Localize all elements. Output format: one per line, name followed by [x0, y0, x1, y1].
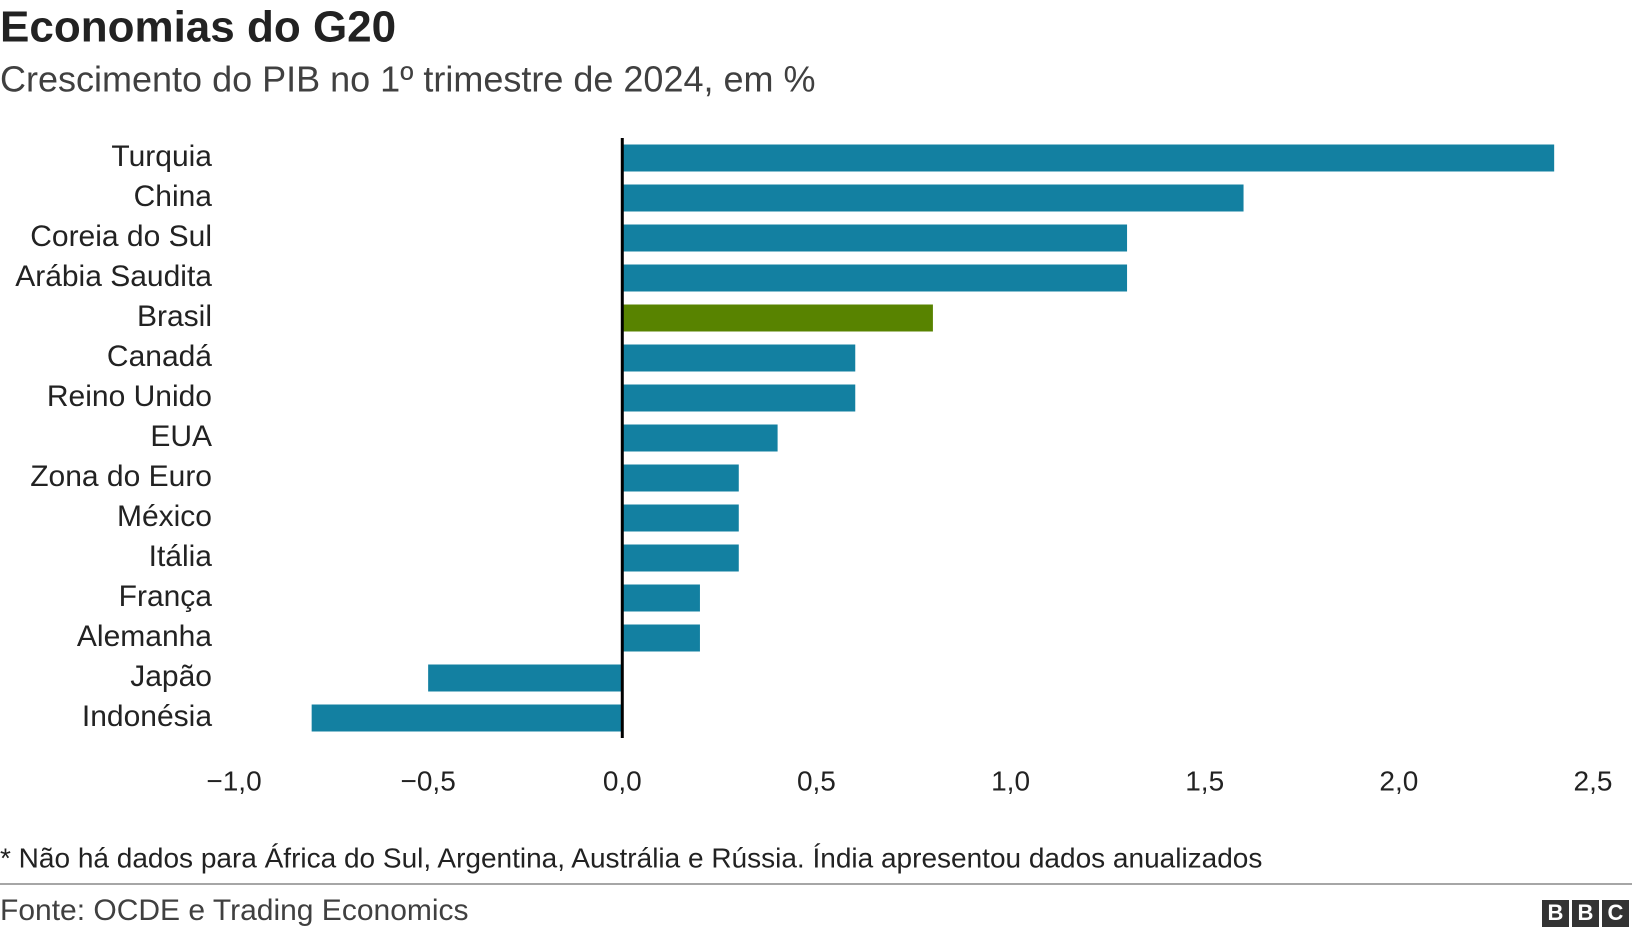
bar	[311, 704, 623, 732]
logo-letter: B	[1548, 900, 1564, 925]
bar	[622, 544, 739, 572]
logo-box	[1542, 900, 1569, 927]
y-tick-label: Canadá	[107, 340, 212, 373]
y-tick-label: Alemanha	[77, 620, 212, 653]
x-tick-label: 0,0	[603, 765, 642, 796]
bar	[622, 384, 856, 412]
y-tick-label: EUA	[150, 420, 212, 453]
x-tick-label: 1,5	[1185, 765, 1224, 796]
footnote: * Não há dados para África do Sul, Argen…	[0, 842, 1262, 873]
bar	[622, 584, 700, 612]
x-tick-label: 2,5	[1574, 765, 1613, 796]
source: Fonte: OCDE e Trading Economics	[0, 894, 469, 927]
bar	[622, 624, 700, 652]
bar	[622, 304, 933, 332]
y-tick-label: Reino Unido	[47, 380, 212, 413]
chart-subtitle: Crescimento do PIB no 1º trimestre de 20…	[0, 59, 816, 100]
x-tick-label: 0,5	[797, 765, 836, 796]
y-tick-label: Brasil	[137, 300, 212, 333]
bar	[622, 464, 739, 492]
y-tick-label: Arábia Saudita	[15, 260, 212, 293]
x-tick-label: −1,0	[206, 765, 261, 796]
x-tick-label: 1,0	[991, 765, 1030, 796]
logo-box	[1572, 900, 1599, 927]
bar	[622, 344, 856, 372]
logo-box	[1602, 900, 1629, 927]
y-tick-label: Turquia	[111, 140, 212, 173]
bar	[622, 224, 1128, 252]
bar	[622, 504, 739, 532]
y-tick-label: Indonésia	[82, 700, 212, 733]
bar	[622, 184, 1244, 212]
x-tick-label: −0,5	[401, 765, 456, 796]
y-tick-label: China	[134, 180, 213, 213]
logo-letter: C	[1608, 900, 1624, 925]
bar	[622, 144, 1555, 172]
x-tick-label: 2,0	[1379, 765, 1418, 796]
y-tick-label: Zona do Euro	[30, 460, 212, 493]
bar	[428, 664, 623, 692]
logo-letter: B	[1578, 900, 1594, 925]
y-tick-label: Coreia do Sul	[30, 220, 212, 253]
y-tick-label: Japão	[130, 660, 212, 693]
chart-title: Economias do G20	[0, 3, 396, 52]
bar	[622, 264, 1128, 292]
bar	[622, 424, 778, 452]
y-tick-label: México	[117, 500, 212, 533]
y-tick-label: Itália	[149, 540, 213, 573]
y-tick-label: França	[119, 580, 213, 613]
